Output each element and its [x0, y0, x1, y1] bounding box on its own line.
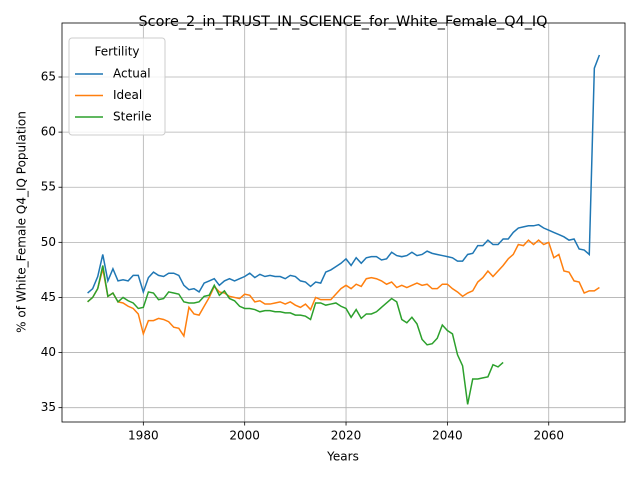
y-axis-label: % of White_Female Q4_IQ Population	[15, 111, 29, 333]
legend: Fertility Actual Ideal Sterile	[68, 37, 166, 136]
legend-box	[68, 37, 166, 136]
plot-frame	[61, 22, 626, 423]
y-tick-label: 55	[41, 180, 56, 194]
x-tick-label: 2060	[533, 429, 564, 443]
x-axis-label: Years	[326, 450, 359, 464]
y-tick-label: 65	[41, 70, 56, 84]
line-series	[87, 239, 600, 339]
y-tick-label: 50	[41, 235, 56, 249]
chart-title: Score_2_in_TRUST_IN_SCIENCE_for_White_Fe…	[139, 14, 548, 30]
y-tick-label: 40	[41, 345, 56, 359]
x-tick-label: 1980	[128, 429, 159, 443]
line-series	[87, 265, 504, 405]
x-tick-label: 2000	[229, 429, 260, 443]
y-tick-label: 60	[41, 125, 56, 139]
y-tick-label: 45	[41, 290, 56, 304]
x-tick-label: 2040	[432, 429, 463, 443]
legend-label: Sterile	[113, 110, 152, 124]
legend-label: Ideal	[113, 88, 142, 102]
y-tick-label: 35	[41, 400, 56, 414]
line-series	[87, 54, 601, 295]
legend-label: Actual	[113, 67, 151, 81]
legend-title: Fertility	[94, 45, 139, 59]
x-tick-label: 2020	[331, 429, 362, 443]
